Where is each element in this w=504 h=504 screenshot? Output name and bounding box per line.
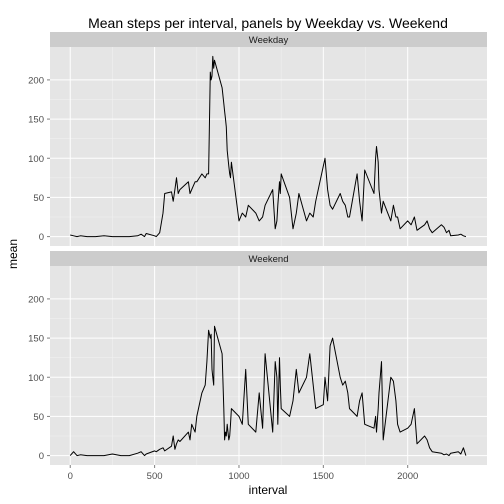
panel-weekday: Weekday 0 50 100 150 200 [28,32,487,246]
y-axis-title: mean [6,239,20,269]
y-tick-label: 150 [28,334,44,345]
y-tick-label: 50 [33,412,44,423]
y-tick-label: 0 [39,451,44,462]
facet-strip [50,32,487,47]
x-tick-label: 2000 [397,471,418,482]
facet-strip-label: Weekend [249,254,289,265]
x-tick-label: 0 [68,471,73,482]
y-tick-label: 150 [28,115,44,126]
series-line-weekend [69,325,467,457]
chart-title: Mean steps per interval, panels by Weekd… [88,15,448,31]
series-line-weekday [70,55,467,238]
y-tick-label: 0 [39,232,44,243]
y-tick-label: 100 [28,154,44,165]
plot-panel [50,266,487,465]
x-tick-label: 1500 [313,471,334,482]
panels-layer: Weekday 0 50 100 150 200 Weekend 0 50 100 150 200 [28,32,487,465]
facet-strip [50,251,487,266]
y-tick-label: 200 [28,294,44,305]
panel-weekend: Weekend 0 50 100 150 200 [28,251,487,465]
x-axis-title: interval [249,483,288,497]
x-tick-label: 1000 [228,471,249,482]
facet-strip-label: Weekday [249,35,289,46]
y-tick-label: 100 [28,373,44,384]
y-tick-label: 50 [33,193,44,204]
plot-panel [50,47,487,246]
x-tick-label: 500 [147,471,163,482]
y-tick-label: 200 [28,75,44,86]
x-axis: 0 500 1000 1500 2000 [68,465,418,482]
